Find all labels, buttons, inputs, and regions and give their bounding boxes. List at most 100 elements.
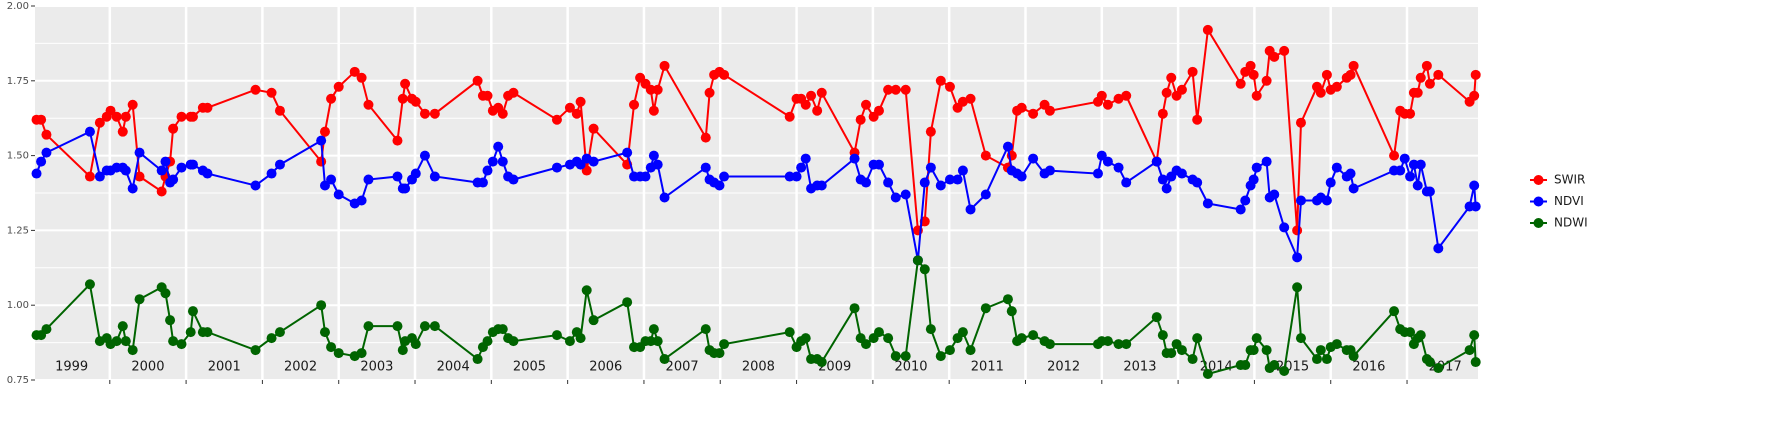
data-point [117,126,128,137]
data-point [648,105,659,116]
data-point [1292,225,1303,236]
data-point [333,348,344,359]
data-point [816,87,827,98]
data-point [1202,198,1213,209]
data-point [1331,81,1342,92]
data-point [652,84,663,95]
data-point [1295,195,1306,206]
data-point [1166,72,1177,83]
data-point [482,90,493,101]
data-point [648,324,659,335]
data-point [1345,168,1356,179]
data-point [1192,333,1203,344]
data-point [1424,186,1435,197]
data-point [497,156,508,167]
data-point [356,195,367,206]
data-point [1269,51,1280,62]
data-point [1202,369,1213,380]
data-point [1016,171,1027,182]
data-point [1157,330,1168,341]
data-point [1348,183,1359,194]
data-point [1408,159,1419,170]
data-point [1470,69,1481,80]
data-point [410,168,421,179]
data-point [581,285,592,296]
data-point [410,339,421,350]
x-tick-label: 2003 [360,360,393,375]
data-point [1151,312,1162,323]
data-point [1176,345,1187,356]
y-tick-label: 1.00 [7,300,29,311]
data-point [202,102,213,113]
data-point [1166,348,1177,359]
data-point [564,336,575,347]
data-point [1395,165,1406,176]
data-point [266,333,277,344]
data-point [1092,168,1103,179]
data-point [508,336,519,347]
data-point [111,111,122,122]
data-point [900,189,911,200]
data-point [1433,69,1444,80]
x-tick-label: 2008 [742,360,775,375]
data-point [187,159,198,170]
data-point [419,321,430,332]
data-point [575,159,586,170]
data-point [622,147,633,158]
data-point [1321,69,1332,80]
data-point [645,84,656,95]
data-point [250,84,261,95]
data-point [1469,90,1480,101]
x-tick-label: 2011 [971,360,1004,375]
data-point [575,96,586,107]
data-point [1345,69,1356,80]
data-point [1235,78,1246,89]
data-point [1251,333,1262,344]
data-point [704,87,715,98]
data-point [1348,351,1359,362]
data-point [1096,90,1107,101]
data-point [1269,360,1280,371]
data-point [41,324,52,335]
data-point [1245,60,1256,71]
data-point [806,90,817,101]
data-point [629,99,640,110]
data-point [134,171,145,182]
data-point [1315,345,1326,356]
data-point [356,72,367,83]
data-point [588,123,599,134]
data-point [1412,87,1423,98]
data-point [1433,243,1444,254]
data-point [1261,345,1272,356]
data-point [168,123,179,134]
data-point [31,168,42,179]
data-point [944,81,955,92]
data-point [202,327,213,338]
data-point [316,300,327,311]
data-point [571,108,582,119]
data-point [965,345,976,356]
data-point [156,165,167,176]
data-point [622,297,633,308]
data-point [397,345,408,356]
data-point [356,348,367,359]
data-point [883,84,894,95]
data-point [1389,150,1400,161]
data-point [935,180,946,191]
data-point [849,303,860,314]
data-point [36,156,47,167]
data-point [160,156,171,167]
data-point [1415,72,1426,83]
data-point [187,306,198,317]
x-tick-label: 2000 [131,360,164,375]
legend-label: NDVI [1554,194,1584,208]
data-point [120,336,131,347]
data-point [980,150,991,161]
data-point [935,351,946,362]
data-point [94,117,105,128]
data-point [1389,306,1400,317]
data-point [980,303,991,314]
data-point [1469,180,1480,191]
x-tick-label: 1999 [55,360,88,375]
